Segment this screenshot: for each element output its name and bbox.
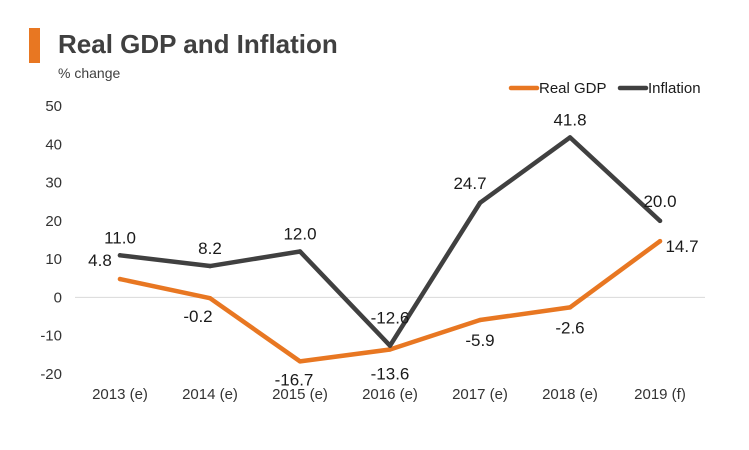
y-tick-label: -20 [40,366,62,383]
data-point [477,200,483,206]
data-point [207,295,213,301]
data-label: 11.0 [104,228,136,247]
y-tick-label: 10 [45,251,62,268]
x-tick-label: 2017 (e) [452,386,508,403]
data-label: 8.2 [198,239,222,258]
x-tick-label: 2013 (e) [92,386,148,403]
data-label: -0.2 [183,307,212,326]
data-point [387,347,393,352]
data-label: 41.8 [553,110,586,129]
x-tick-label: 2015 (e) [272,386,328,403]
legend-label: Real GDP [539,80,607,97]
x-tick-label: 2018 (e) [542,386,598,403]
data-point [117,253,123,258]
data-point [297,249,303,254]
data-point [567,305,573,310]
data-label: 20.0 [643,192,676,211]
data-point [567,135,573,140]
y-tick-label: 30 [45,175,62,192]
y-tick-label: 50 [45,98,62,115]
data-label: -16.7 [275,370,314,389]
title-accent-bar [29,28,40,63]
x-tick-label: 2014 (e) [182,386,238,403]
data-label: 14.7 [665,237,698,256]
data-label: 24.7 [453,174,486,193]
data-point [477,317,483,323]
data-point [297,359,303,364]
x-tick-label: 2019 (f) [634,386,686,403]
y-tick-label: 0 [54,289,62,306]
x-tick-label: 2016 (e) [362,386,418,403]
data-point [657,238,663,244]
chart-title: Real GDP and Inflation [58,29,338,59]
data-point [657,218,663,224]
data-point [207,263,213,269]
y-axis-unit: % change [58,65,121,81]
data-point [387,343,393,348]
data-label: -5.9 [465,331,494,350]
data-label: -2.6 [555,318,584,337]
data-label: -13.6 [371,364,410,383]
legend-label: Inflation [648,80,701,97]
y-tick-label: -10 [40,328,62,345]
y-tick-label: 40 [45,136,62,153]
data-label: 12.0 [283,224,316,243]
data-label: -12.6 [371,309,410,328]
y-tick-label: 20 [45,213,62,230]
data-point [117,276,123,282]
data-label: 4.8 [88,251,112,270]
